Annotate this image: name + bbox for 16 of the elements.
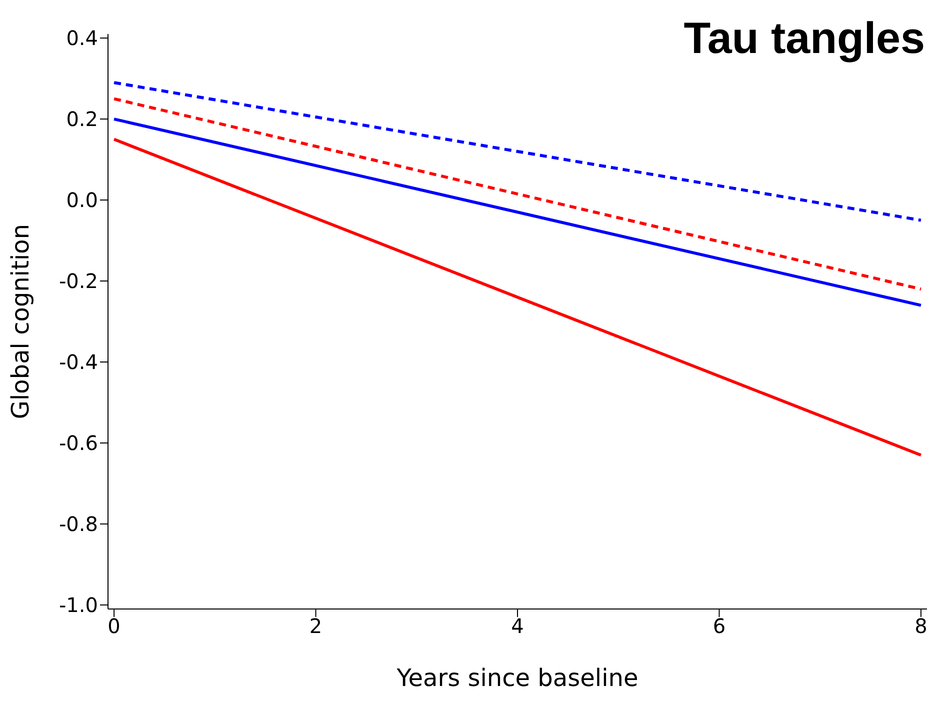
y-tick-label: -0.6 [58,431,98,456]
y-tick-label: -1.0 [58,593,98,618]
x-tick-label: 0 [108,614,120,638]
chart-title: Tau tangles [684,14,925,64]
x-tick-label: 8 [914,614,928,638]
y-tick-label: -0.2 [58,269,98,294]
x-tick-label: 4 [511,614,524,638]
x-tick-label: 6 [712,614,726,638]
y-tick-label: -0.8 [58,512,98,536]
y-tick-label: 0.2 [66,107,98,132]
y-tick-label: 0.4 [66,26,98,50]
y-tick-label: 0.0 [66,188,98,212]
y-axis-title: Global cognition [6,224,35,420]
x-tick-label: 2 [309,614,322,638]
y-tick-label: -0.4 [58,350,98,374]
x-axis-title: Years since baseline [396,664,638,692]
